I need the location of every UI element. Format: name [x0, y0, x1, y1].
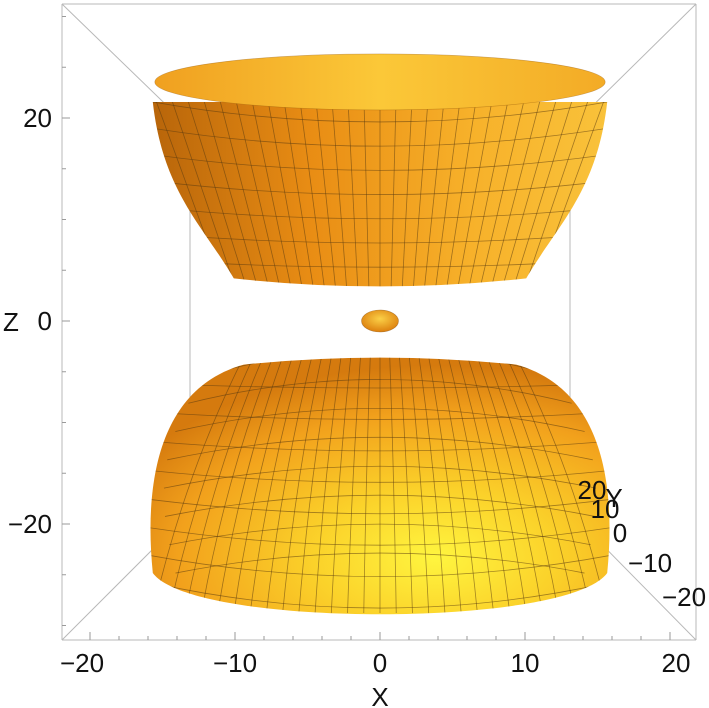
upper-mesh-line — [363, 101, 370, 287]
lower-sheet-mesh — [150, 357, 610, 614]
upper-mesh-line — [413, 101, 430, 287]
lower-mesh-ring — [150, 526, 610, 546]
upper-mesh-line — [513, 101, 576, 287]
upper-mesh-line — [168, 101, 236, 287]
lower-mesh-line — [201, 357, 274, 614]
upper-mesh-ring — [152, 206, 608, 220]
upper-mesh-line — [314, 101, 336, 287]
lower-mesh-line — [418, 357, 446, 614]
x-tick-label: 20 — [662, 648, 691, 678]
upper-mesh-line — [424, 101, 446, 287]
lower-mesh-line — [314, 357, 342, 614]
upper-mesh-ring — [152, 154, 608, 171]
lower-mesh-arc — [167, 436, 593, 461]
upper-mesh-line — [282, 101, 314, 287]
lower-mesh-line — [152, 357, 245, 614]
lower-mesh-ring — [150, 469, 610, 483]
upper-mesh-ring — [152, 180, 608, 195]
lower-mesh-line — [363, 357, 371, 614]
upper-mesh-line — [435, 101, 462, 287]
upper-mesh-line — [330, 101, 347, 287]
lower-mesh-line — [486, 357, 559, 614]
x-tick-labels: −20 −10 0 10 20 — [60, 648, 691, 678]
lower-mesh-line — [184, 357, 264, 614]
x-tick-label: 10 — [511, 648, 540, 678]
x-axis-label: X — [371, 682, 388, 708]
upper-mesh-ring — [152, 101, 608, 123]
lower-mesh-arc — [163, 465, 597, 489]
upper-sheet-mesh — [152, 101, 608, 287]
x-tick-label: −20 — [60, 648, 104, 678]
lower-mesh-line — [496, 357, 576, 614]
upper-mesh-ring — [152, 233, 608, 244]
upper-mesh-line — [524, 101, 592, 287]
lower-mesh-ring — [150, 497, 610, 515]
upper-sheet-rim — [154, 53, 606, 111]
lower-mesh-ring — [152, 582, 608, 609]
upper-sheet — [152, 53, 608, 287]
lower-mesh-ring — [187, 384, 573, 389]
z-tick-label: 20 — [23, 103, 52, 133]
lower-mesh-arc — [188, 379, 572, 404]
upper-mesh-ring — [152, 286, 608, 287]
y-tick-label: 10 — [591, 494, 620, 524]
upper-mesh-line — [233, 101, 280, 287]
z-axis-label: Z — [3, 307, 19, 337]
y-axis-label: Y — [605, 483, 622, 513]
y-tick-label: 0 — [613, 518, 627, 548]
lower-mesh-arc — [206, 357, 554, 376]
upper-mesh-line — [480, 101, 527, 287]
lower-mesh-ring — [167, 412, 593, 420]
upper-mesh-line — [502, 101, 559, 287]
lower-mesh-arc — [169, 523, 591, 546]
upper-mesh-line — [446, 101, 478, 287]
lower-mesh-line — [347, 357, 361, 614]
upper-mesh-line — [298, 101, 325, 287]
lower-mesh-line — [217, 357, 284, 614]
upper-mesh-line — [201, 101, 258, 287]
lower-mesh-line — [330, 357, 352, 614]
tick-marks — [62, 16, 671, 640]
upper-mesh-line — [347, 101, 359, 287]
x-tick-label: −10 — [213, 648, 257, 678]
y-tick-label: −10 — [628, 548, 672, 578]
y-tick-label: −20 — [662, 582, 706, 612]
lower-mesh-ring — [150, 554, 610, 578]
upper-mesh-line — [217, 101, 269, 287]
upper-mesh-line — [266, 101, 303, 287]
upper-mesh-line — [468, 101, 511, 287]
lower-mesh-line — [515, 357, 608, 614]
lower-mesh-ring — [152, 441, 608, 452]
center-sheet — [361, 309, 399, 333]
upper-mesh-ring — [152, 127, 608, 147]
upper-mesh-line — [249, 101, 292, 287]
upper-mesh-line — [184, 101, 247, 287]
lower-mesh-arc — [164, 494, 596, 517]
lower-mesh-line — [476, 357, 543, 614]
lower-mesh-arc — [175, 408, 585, 432]
upper-mesh-line — [491, 101, 543, 287]
x-tick-label: 0 — [373, 648, 387, 678]
lower-mesh-line — [408, 357, 430, 614]
z-tick-label: −20 — [8, 509, 52, 539]
lower-mesh-arc — [175, 552, 585, 574]
lower-mesh-line — [399, 357, 413, 614]
z-tick-labels: 20 0 −20 — [8, 103, 52, 539]
upper-mesh-line — [401, 101, 413, 287]
lower-mesh-line — [389, 357, 397, 614]
z-tick-label: 0 — [38, 306, 52, 336]
y-tick-label: 20 — [578, 475, 607, 505]
upper-mesh-line — [457, 101, 494, 287]
lower-sheet — [150, 357, 610, 615]
upper-mesh-line — [390, 101, 397, 287]
